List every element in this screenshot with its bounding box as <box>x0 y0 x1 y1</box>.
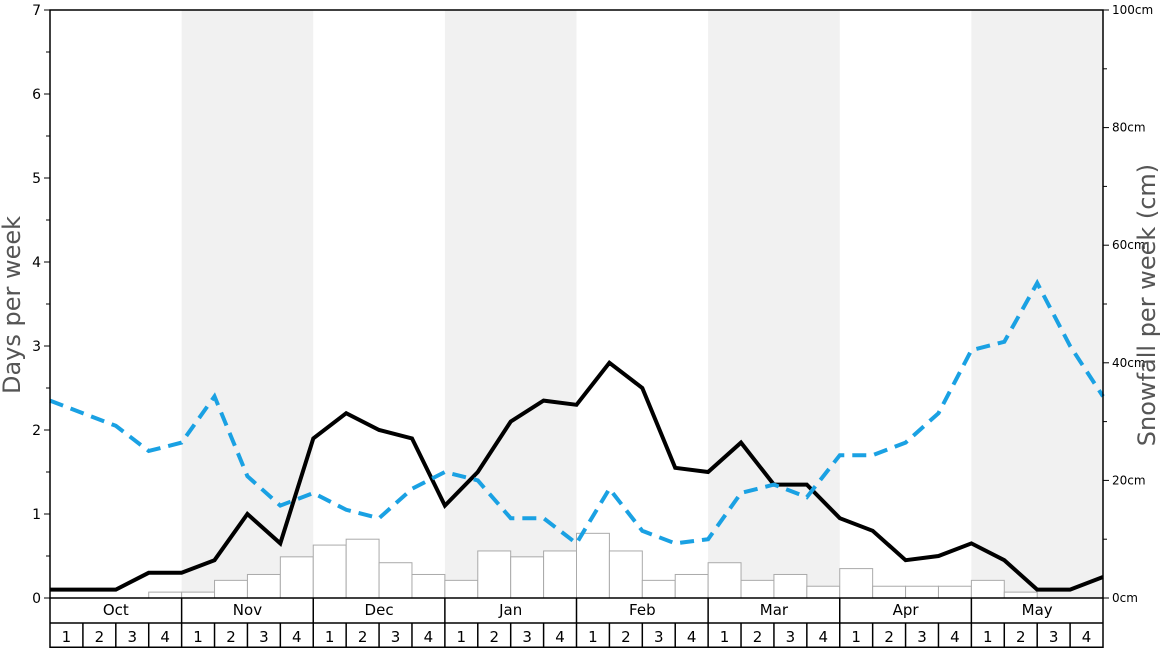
week-label: 3 <box>127 628 137 646</box>
left-tick-label: 4 <box>32 255 41 271</box>
snowfall-bar <box>1003 591 1038 599</box>
month-label: Feb <box>629 601 656 619</box>
series-lines <box>49 278 1105 592</box>
week-label: 2 <box>1016 628 1026 646</box>
week-label: 2 <box>226 628 236 646</box>
month-band <box>444 10 577 598</box>
snowfall-bar <box>576 532 610 599</box>
week-label: 4 <box>555 628 565 646</box>
month-band <box>971 10 1103 598</box>
left-tick-label: 5 <box>32 171 41 187</box>
snowfall-bar <box>937 585 972 599</box>
snowfall-bar <box>378 562 413 599</box>
right-tick-label: 20cm <box>1112 473 1146 487</box>
week-label: 3 <box>917 628 927 646</box>
snowfall-bar <box>148 591 183 599</box>
right-tick-label: 40cm <box>1112 356 1146 370</box>
right-axis: 0cm 20cm 40cm 60cm 80cm 100cm <box>1103 3 1153 605</box>
right-tick-label: 80cm <box>1112 121 1146 135</box>
week-label: 2 <box>95 628 105 646</box>
week-label: 3 <box>654 628 664 646</box>
week-label: 2 <box>753 628 763 646</box>
month-label: Jan <box>498 601 522 619</box>
snowfall-bar <box>181 591 216 599</box>
left-tick-label: 7 <box>32 3 41 19</box>
snowfall-bar <box>312 544 347 599</box>
week-label: 4 <box>687 628 697 646</box>
snowfall-bar <box>806 585 841 599</box>
month-label: Apr <box>893 601 920 619</box>
snowfall-bar <box>543 550 577 599</box>
snowfall-bar <box>674 573 709 599</box>
week-label: 4 <box>950 628 960 646</box>
right-tick-label: 0cm <box>1112 591 1138 605</box>
week-label: 1 <box>983 628 993 646</box>
snowfall-bar <box>444 579 479 599</box>
right-tick-label: 60cm <box>1112 238 1146 252</box>
snowfall-bar <box>970 579 1005 599</box>
snowfall-bar <box>510 556 545 599</box>
week-label: 1 <box>325 628 335 646</box>
snowfall-bar <box>707 562 742 599</box>
week-label: 1 <box>62 628 72 646</box>
week-label: 3 <box>1049 628 1059 646</box>
snowfall-bar <box>905 585 939 599</box>
left-tick-label: 2 <box>32 423 41 439</box>
month-band <box>181 10 314 598</box>
snowfall-bar <box>839 568 874 599</box>
month-label: Dec <box>365 601 394 619</box>
week-label: 2 <box>489 628 499 646</box>
y2-axis-label: Snowfall per week (cm) <box>1133 164 1161 446</box>
week-label: 1 <box>851 628 861 646</box>
week-label: 4 <box>292 628 302 646</box>
snowfall-bar <box>477 550 512 599</box>
week-label: 2 <box>358 628 368 646</box>
month-bands <box>181 10 1103 598</box>
snowfall-bars <box>148 532 1038 599</box>
left-tick-label: 1 <box>32 507 41 523</box>
solid-series-line <box>50 360 1104 592</box>
snowfall-bar <box>608 550 643 599</box>
left-tick-label: 6 <box>32 87 41 103</box>
week-label: 1 <box>588 628 598 646</box>
month-label: Mar <box>760 601 789 619</box>
dashed-series-line <box>49 278 1105 547</box>
week-label: 1 <box>720 628 730 646</box>
snowfall-bar <box>246 573 281 599</box>
left-tick-label: 3 <box>32 339 41 355</box>
week-label: 4 <box>424 628 434 646</box>
week-label: 4 <box>1082 628 1092 646</box>
week-label: 2 <box>621 628 631 646</box>
snowfall-bar <box>279 556 314 599</box>
snowfall-bar <box>872 585 907 599</box>
left-tick-label: 0 <box>32 591 41 607</box>
week-label: 1 <box>457 628 467 646</box>
week-label: 2 <box>884 628 894 646</box>
snowfall-bar <box>773 573 808 599</box>
bottom-axis: Oct 1 2 3 4 Nov 1 2 3 4 Dec 1 2 3 4 Jan 1 2 3 4 Feb 1 2 3 4 Mar 1 2… <box>49 598 1104 648</box>
month-label: Nov <box>233 601 262 619</box>
snowfall-bar <box>641 579 676 599</box>
week-label: 3 <box>391 628 401 646</box>
month-band <box>708 10 840 598</box>
snowfall-bar <box>345 538 380 599</box>
snowfall-bar <box>740 579 775 599</box>
left-axis: 0 1 2 3 4 5 6 7 <box>32 3 50 607</box>
right-tick-label: 100cm <box>1112 3 1153 17</box>
snowfall-bar <box>411 573 446 599</box>
week-label: 1 <box>193 628 203 646</box>
month-label: May <box>1022 601 1053 619</box>
snowfall-bar <box>214 579 248 599</box>
week-label: 4 <box>819 628 829 646</box>
week-label: 3 <box>522 628 532 646</box>
week-label: 3 <box>259 628 269 646</box>
month-label: Oct <box>103 601 129 619</box>
y-axis-label: Days per week <box>0 216 26 394</box>
week-label: 3 <box>786 628 796 646</box>
week-label: 4 <box>160 628 170 646</box>
